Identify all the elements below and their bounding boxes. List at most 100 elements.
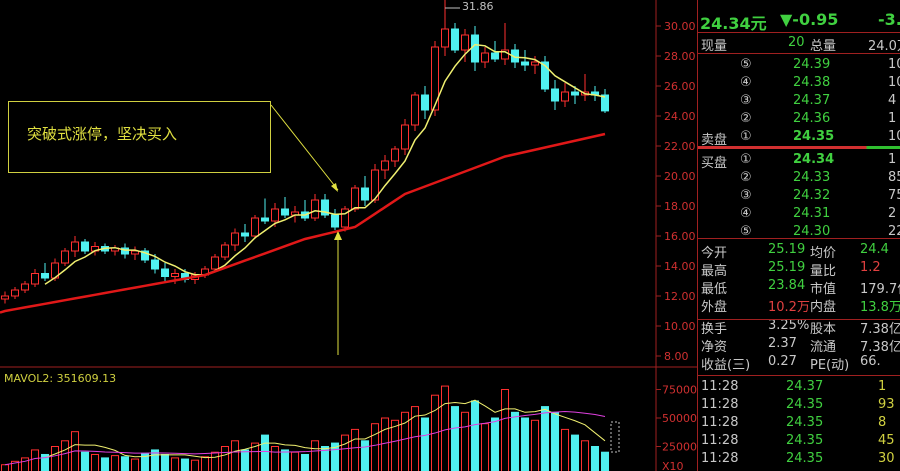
volume-bar <box>341 434 349 471</box>
stat-row-cell: 外盘 <box>701 300 728 315</box>
volume-bar <box>191 459 199 471</box>
price-tick-label: 12.00 <box>664 290 696 303</box>
volume-bar <box>351 428 359 471</box>
ask-row-cell: ③ <box>740 93 752 108</box>
candle-body <box>71 241 79 252</box>
ask-row-cell: 24.37 <box>793 93 831 108</box>
volume-bar <box>281 449 289 471</box>
stat-row-cell: 内盘 <box>810 300 837 315</box>
candle-body <box>421 94 429 111</box>
kline-chart[interactable]: 30.00 28.00 26.00 24.00 22.00 20.00 18.00 16.00… <box>0 0 697 471</box>
ask-row-cell: 24.35 <box>793 129 835 144</box>
price-tick-label: 18.00 <box>664 200 696 213</box>
stat-row-cell: 1.2 <box>860 260 881 275</box>
candle-body <box>131 250 139 255</box>
ask-row-cell: 10 <box>888 57 900 72</box>
stat-row: 外盘 10.2万 内盘 13.8万 <box>698 294 900 315</box>
bid-row-cell: 75 <box>888 188 900 203</box>
volume-bar <box>51 446 59 471</box>
volume-bar <box>391 419 399 471</box>
bid-row-cell: ③ <box>740 188 752 203</box>
candle-body <box>141 250 149 261</box>
stat-row-cell: 10.2万 <box>768 300 810 315</box>
volume-bar <box>241 449 249 471</box>
ma-short-line <box>44 43 606 285</box>
bid-row: ④ 24.31 2 <box>698 204 900 224</box>
candle-body <box>161 268 169 277</box>
candle-body <box>471 34 479 63</box>
bid-row: ② 24.33 85 <box>698 168 900 188</box>
stat-row-cell: 179.7亿 <box>860 282 900 297</box>
candle-body <box>381 160 389 171</box>
volume-bar <box>261 434 269 471</box>
price-tick-label: 14.00 <box>664 260 696 273</box>
price-tick-label: 26.00 <box>664 80 696 93</box>
candle-body <box>601 94 609 112</box>
price-change: ▼-0.95 <box>780 10 839 29</box>
volume-bar <box>441 385 449 471</box>
volume-ma-line <box>44 399 606 459</box>
stat-row-cell: 最低 <box>701 282 728 297</box>
volume-ma-long-line <box>4 411 606 466</box>
volume-bar <box>201 456 209 471</box>
tick-row-cell: 11:28 <box>701 433 739 448</box>
candle-body <box>151 259 159 270</box>
price-tick-label: 30.00 <box>664 20 696 33</box>
bid-row-cell: ⑤ <box>740 224 752 239</box>
volume-bar <box>491 417 499 471</box>
candle-body <box>211 256 219 270</box>
candle-body <box>31 273 39 285</box>
stat-row-cell: 市值 <box>810 282 837 297</box>
candle-body <box>221 244 229 258</box>
stat-row-cell: 最高 <box>701 264 728 279</box>
candle-body <box>311 199 319 219</box>
ask-row: ④ 24.38 10 <box>698 73 900 93</box>
volume-tick-label: 25000 <box>662 441 697 454</box>
stat-row-cell: 0.27 <box>768 354 797 369</box>
ask-row-cell: 卖盘 <box>701 133 728 148</box>
volume-bar <box>541 406 549 471</box>
tick-row: 11:28 24.35 45 <box>698 431 900 451</box>
bid-row-cell: 24.33 <box>793 170 831 185</box>
candle-body <box>321 199 329 216</box>
volume-bar <box>411 406 419 471</box>
tick-row-cell: 24.35 <box>786 415 824 430</box>
candle-body <box>351 187 359 210</box>
candle-body <box>401 124 409 150</box>
bid-row-cell: 22 <box>888 224 900 239</box>
current-bar-marker <box>610 421 620 453</box>
candle-body <box>1 295 9 300</box>
bid-row-cell: 24.32 <box>793 188 831 203</box>
volume-bar <box>481 423 489 471</box>
bid-row: ③ 24.32 75 <box>698 186 900 206</box>
candle-body <box>121 247 129 255</box>
bid-row-cell: 1 <box>888 152 897 167</box>
candle-body <box>11 289 19 297</box>
candle-body <box>431 46 439 111</box>
bid-row-cell: 85 <box>888 170 900 185</box>
tick-row-cell: 8 <box>878 415 887 430</box>
candle-body <box>241 232 249 237</box>
bid-row-cell: 买盘 <box>701 156 728 171</box>
volume-bar <box>251 442 259 471</box>
ask-row: ② 24.36 1 <box>698 109 900 129</box>
candle-body <box>81 241 89 252</box>
candle-body <box>481 52 489 63</box>
volume-bar <box>421 417 429 471</box>
volume-bar <box>181 458 189 471</box>
volume-bar <box>371 423 379 471</box>
stat-row-cell: 3.25% <box>768 318 810 333</box>
ask-row-cell: 1 <box>888 111 897 126</box>
ask-row-cell: 4 <box>888 93 897 108</box>
stat-row-cell: 25.19 <box>768 260 806 275</box>
candle-body <box>521 61 529 66</box>
bid-row: ① 24.34 1 买盘 <box>698 150 900 171</box>
volume-bar <box>21 457 29 471</box>
volume-bar <box>91 453 99 471</box>
change-pct: -3.7 <box>878 10 900 29</box>
tick-row-cell: 45 <box>878 433 895 448</box>
volume-bar <box>581 440 589 471</box>
candle-body <box>281 208 289 216</box>
last-price: 24.34元 <box>700 14 767 33</box>
candle-body <box>461 34 469 51</box>
